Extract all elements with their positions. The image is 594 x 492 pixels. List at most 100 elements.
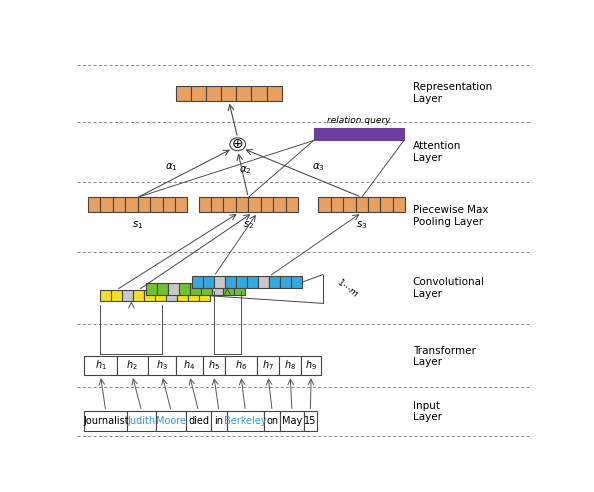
FancyBboxPatch shape (177, 290, 188, 302)
FancyBboxPatch shape (234, 283, 245, 295)
FancyBboxPatch shape (286, 197, 298, 213)
Text: $h_2$: $h_2$ (127, 359, 138, 372)
Text: Berkeley: Berkeley (225, 416, 267, 426)
FancyBboxPatch shape (331, 197, 343, 213)
FancyBboxPatch shape (125, 197, 138, 213)
FancyBboxPatch shape (212, 283, 223, 295)
FancyBboxPatch shape (318, 197, 331, 213)
FancyBboxPatch shape (84, 356, 116, 375)
FancyBboxPatch shape (146, 283, 157, 295)
FancyBboxPatch shape (236, 86, 251, 101)
FancyBboxPatch shape (157, 283, 168, 295)
FancyBboxPatch shape (223, 197, 236, 213)
Text: $h_5$: $h_5$ (208, 359, 220, 372)
Text: $\alpha_1$: $\alpha_1$ (165, 161, 178, 173)
Text: Moore: Moore (156, 416, 186, 426)
FancyBboxPatch shape (225, 277, 236, 288)
FancyBboxPatch shape (211, 197, 223, 213)
Text: died: died (188, 416, 209, 426)
FancyBboxPatch shape (132, 290, 144, 302)
FancyBboxPatch shape (327, 128, 339, 141)
FancyBboxPatch shape (356, 197, 368, 213)
Text: Attention
Layer: Attention Layer (413, 141, 461, 163)
FancyBboxPatch shape (176, 356, 203, 375)
FancyBboxPatch shape (368, 197, 380, 213)
Text: Judith: Judith (128, 416, 156, 426)
FancyBboxPatch shape (150, 197, 163, 213)
FancyBboxPatch shape (251, 86, 267, 101)
FancyBboxPatch shape (236, 197, 248, 213)
Text: on: on (266, 416, 278, 426)
FancyBboxPatch shape (100, 197, 113, 213)
FancyBboxPatch shape (247, 277, 258, 288)
FancyBboxPatch shape (100, 290, 110, 302)
FancyBboxPatch shape (279, 356, 301, 375)
FancyBboxPatch shape (188, 290, 199, 302)
Text: 15: 15 (304, 416, 317, 426)
FancyBboxPatch shape (223, 283, 234, 295)
FancyBboxPatch shape (156, 411, 186, 431)
FancyBboxPatch shape (206, 86, 221, 101)
FancyBboxPatch shape (84, 411, 127, 431)
FancyBboxPatch shape (248, 197, 261, 213)
FancyBboxPatch shape (225, 356, 257, 375)
FancyBboxPatch shape (186, 411, 211, 431)
FancyBboxPatch shape (168, 283, 179, 295)
Text: $\alpha_2$: $\alpha_2$ (239, 165, 252, 177)
FancyBboxPatch shape (343, 197, 356, 213)
FancyBboxPatch shape (211, 411, 227, 431)
Text: $h_6$: $h_6$ (235, 359, 247, 372)
FancyBboxPatch shape (179, 283, 190, 295)
FancyBboxPatch shape (148, 356, 176, 375)
Text: in: in (214, 416, 223, 426)
FancyBboxPatch shape (227, 411, 264, 431)
FancyBboxPatch shape (116, 356, 148, 375)
FancyBboxPatch shape (258, 277, 269, 288)
FancyBboxPatch shape (113, 197, 125, 213)
FancyBboxPatch shape (166, 290, 177, 302)
FancyBboxPatch shape (138, 197, 150, 213)
FancyBboxPatch shape (203, 356, 225, 375)
FancyBboxPatch shape (88, 197, 100, 213)
FancyBboxPatch shape (273, 197, 286, 213)
Text: Piecewise Max
Pooling Layer: Piecewise Max Pooling Layer (413, 206, 488, 227)
FancyBboxPatch shape (110, 290, 122, 302)
FancyBboxPatch shape (301, 356, 321, 375)
FancyBboxPatch shape (365, 128, 378, 141)
FancyBboxPatch shape (127, 411, 156, 431)
FancyBboxPatch shape (122, 290, 132, 302)
FancyBboxPatch shape (264, 411, 280, 431)
Circle shape (230, 138, 245, 151)
FancyBboxPatch shape (176, 86, 191, 101)
FancyBboxPatch shape (267, 86, 282, 101)
Text: May: May (282, 416, 302, 426)
Text: $1\cdots m$: $1\cdots m$ (335, 275, 361, 299)
Text: $s_1$: $s_1$ (132, 219, 144, 231)
FancyBboxPatch shape (380, 197, 393, 213)
Text: $\alpha_3$: $\alpha_3$ (312, 161, 324, 173)
FancyBboxPatch shape (393, 197, 405, 213)
FancyBboxPatch shape (304, 411, 317, 431)
Text: $s_2$: $s_2$ (242, 219, 254, 231)
FancyBboxPatch shape (144, 290, 155, 302)
FancyBboxPatch shape (339, 128, 352, 141)
FancyBboxPatch shape (221, 86, 236, 101)
Text: Transformer
Layer: Transformer Layer (413, 345, 475, 367)
Text: $s_3$: $s_3$ (356, 219, 368, 231)
Text: $h_8$: $h_8$ (284, 359, 296, 372)
Text: $h_9$: $h_9$ (305, 359, 317, 372)
FancyBboxPatch shape (291, 277, 302, 288)
FancyBboxPatch shape (192, 277, 203, 288)
FancyBboxPatch shape (257, 356, 279, 375)
Text: $h_4$: $h_4$ (184, 359, 195, 372)
FancyBboxPatch shape (391, 128, 404, 141)
Text: Representation
Layer: Representation Layer (413, 82, 492, 104)
FancyBboxPatch shape (378, 128, 391, 141)
FancyBboxPatch shape (280, 411, 304, 431)
Text: $h_7$: $h_7$ (262, 359, 274, 372)
FancyBboxPatch shape (191, 86, 206, 101)
FancyBboxPatch shape (269, 277, 280, 288)
Text: Convolutional
Layer: Convolutional Layer (413, 277, 485, 299)
FancyBboxPatch shape (199, 290, 210, 302)
FancyBboxPatch shape (190, 283, 201, 295)
